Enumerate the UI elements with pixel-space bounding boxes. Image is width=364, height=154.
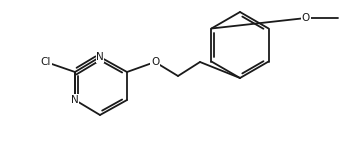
Text: N: N [71,95,79,105]
Text: N: N [96,52,104,62]
Text: O: O [302,13,310,23]
Text: O: O [151,57,159,67]
Text: Cl: Cl [41,57,51,67]
